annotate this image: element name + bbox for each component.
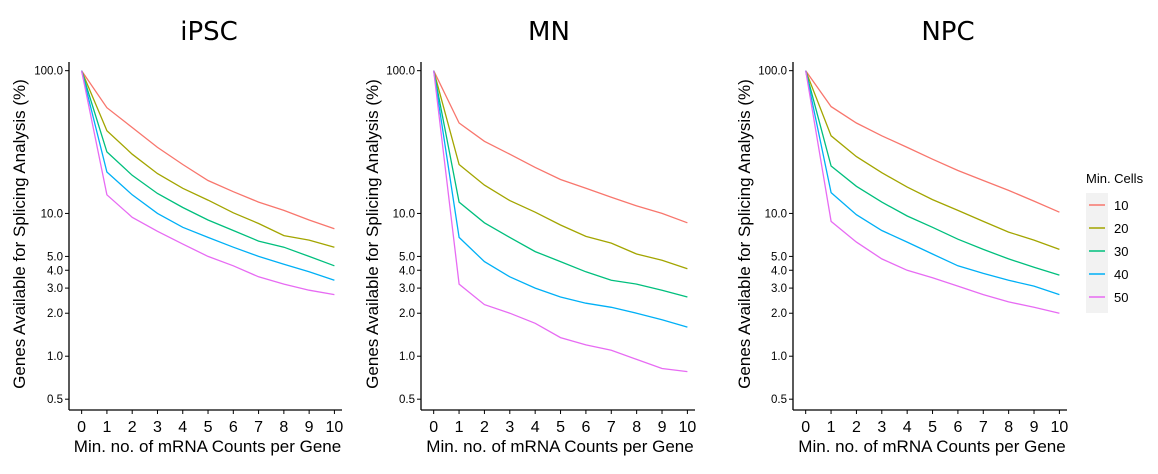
- y-tick-label: 3.0: [399, 283, 415, 295]
- legend-label-50: 50: [1114, 290, 1128, 305]
- y-tick-label: 1.0: [47, 351, 63, 363]
- y-tick-label: 10.0: [765, 208, 787, 220]
- x-tick-label: 7: [979, 419, 988, 436]
- chart-panel-mn: MN 0.5 1.0 2.0 3.0 4.0 5.0 10.0 100.0 0 1 2 3 4 5 6 7 8 9 1…: [363, 17, 696, 456]
- y-tick-label: 0.5: [399, 394, 415, 406]
- x-tick-label: 7: [607, 419, 616, 436]
- x-tick-label: 9: [305, 419, 314, 436]
- legend-label-20: 20: [1114, 221, 1128, 236]
- y-tick-label: 5.0: [47, 251, 63, 263]
- x-tick-label: 0: [429, 419, 438, 436]
- x-tick-label: 3: [877, 419, 886, 436]
- x-tick-label: 6: [229, 419, 238, 436]
- y-tick-label: 0.5: [47, 394, 63, 406]
- series-line-40: [805, 70, 1060, 296]
- x-tick-label: 8: [1004, 419, 1013, 436]
- y-tick-label: 3.0: [771, 283, 787, 295]
- y-tick-label: 5.0: [399, 251, 415, 263]
- x-tick-label: 9: [1030, 419, 1039, 436]
- y-tick-label: 10.0: [393, 208, 415, 220]
- series-line-30: [433, 70, 688, 298]
- series-line-10: [433, 70, 688, 224]
- y-tick-label: 100.0: [758, 66, 787, 78]
- series-line-40: [80, 70, 335, 281]
- y-tick-label: 2.0: [399, 308, 415, 320]
- x-tick-label: 8: [279, 419, 288, 436]
- x-tick-label: 5: [204, 419, 213, 436]
- y-axis-label: Genes Available for Splicing Analysis (%…: [10, 79, 29, 389]
- legend-key-background: [1086, 193, 1108, 313]
- series-line-50: [805, 70, 1060, 314]
- series-line-10: [805, 70, 1060, 213]
- y-axis-label: Genes Available for Splicing Analysis (%…: [363, 79, 382, 389]
- y-tick-label: 4.0: [47, 265, 63, 277]
- x-tick-label: 2: [128, 419, 137, 436]
- x-tick-label: 3: [505, 419, 514, 436]
- legend-label-10: 10: [1114, 198, 1128, 213]
- x-tick-label: 4: [903, 419, 912, 436]
- legend-label-40: 40: [1114, 267, 1128, 282]
- y-axis-label: Genes Available for Splicing Analysis (%…: [735, 79, 754, 389]
- y-tick-label: 10.0: [41, 208, 63, 220]
- y-tick-label: 4.0: [399, 265, 415, 277]
- chart-panel-npc: NPC 0.5 1.0 2.0 3.0 4.0 5.0 10.0 100.0 0 1 2 3 4 5 6 7 8 9…: [735, 17, 1068, 456]
- x-tick-label: 1: [102, 419, 111, 436]
- y-tick-label: 5.0: [771, 251, 787, 263]
- panel-title: iPSC: [180, 17, 238, 47]
- series-line-40: [433, 70, 688, 328]
- series-line-30: [80, 70, 335, 267]
- x-axis-label: Min. no. of mRNA Counts per Gene: [798, 437, 1065, 456]
- series-line-20: [81, 70, 335, 248]
- x-tick-label: 5: [556, 419, 565, 436]
- x-axis-label: Min. no. of mRNA Counts per Gene: [74, 437, 341, 456]
- x-tick-label: 10: [1050, 419, 1068, 436]
- x-tick-label: 5: [928, 419, 937, 436]
- series-line-50: [80, 70, 335, 296]
- x-tick-label: 0: [77, 419, 86, 436]
- series-line-30: [805, 70, 1060, 276]
- chart-panel-ipsc: iPSC 0.5 1.0 2.0 3.0 4.0 5.0 10.0 100.0 0 1 2 3 4 5 6 7 8…: [10, 17, 343, 456]
- x-tick-label: 4: [178, 419, 187, 436]
- x-tick-label: 2: [480, 419, 489, 436]
- x-tick-label: 6: [581, 419, 590, 436]
- x-tick-label: 3: [153, 419, 162, 436]
- x-tick-label: 7: [254, 419, 263, 436]
- x-tick-label: 1: [827, 419, 836, 436]
- panel-title: NPC: [921, 17, 974, 47]
- x-tick-label: 6: [953, 419, 962, 436]
- y-tick-label: 100.0: [386, 66, 415, 78]
- x-axis-label: Min. no. of mRNA Counts per Gene: [426, 437, 693, 456]
- y-tick-label: 2.0: [771, 308, 787, 320]
- y-tick-label: 100.0: [34, 66, 63, 78]
- series-line-50: [433, 70, 688, 373]
- x-tick-label: 0: [801, 419, 810, 436]
- x-tick-label: 1: [455, 419, 464, 436]
- y-tick-label: 1.0: [399, 351, 415, 363]
- x-tick-label: 10: [678, 419, 696, 436]
- panel-title: MN: [528, 17, 570, 47]
- x-tick-label: 4: [531, 419, 540, 436]
- series-line-10: [81, 70, 335, 230]
- legend-title: Min. Cells: [1086, 171, 1144, 186]
- legend: Min. Cells 10 20 30 40 50: [1086, 171, 1144, 313]
- series-line-20: [433, 70, 688, 270]
- legend-items: 10 20 30 40 50: [1086, 193, 1128, 313]
- x-tick-label: 8: [632, 419, 641, 436]
- x-tick-label: 10: [326, 419, 344, 436]
- y-tick-label: 4.0: [771, 265, 787, 277]
- y-tick-label: 2.0: [47, 308, 63, 320]
- y-tick-label: 1.0: [771, 351, 787, 363]
- y-tick-label: 0.5: [771, 394, 787, 406]
- series-line-20: [805, 70, 1060, 251]
- x-tick-label: 2: [852, 419, 861, 436]
- x-tick-label: 9: [658, 419, 667, 436]
- y-tick-label: 3.0: [47, 283, 63, 295]
- legend-label-30: 30: [1114, 244, 1128, 259]
